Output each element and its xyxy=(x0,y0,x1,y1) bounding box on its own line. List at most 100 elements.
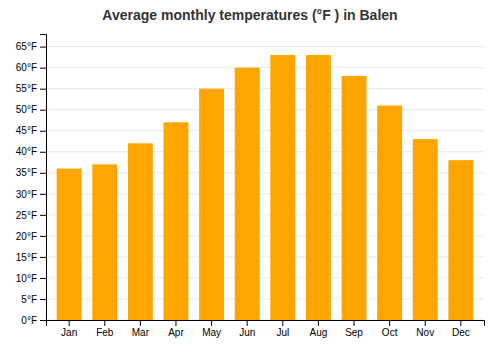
tick-label: Jan xyxy=(61,327,77,338)
tick-mark xyxy=(175,320,176,326)
y-tick: 55°F xyxy=(16,83,46,94)
x-tick: Feb xyxy=(96,320,114,338)
bar xyxy=(270,55,295,320)
x-axis: Jan Feb Mar Apr May Jun Jul Aug Sep Oct Nov Dec xyxy=(47,320,485,338)
grid-line xyxy=(46,67,484,68)
bar xyxy=(448,160,473,320)
tick-label: Oct xyxy=(382,327,398,338)
tick-mark xyxy=(40,152,46,153)
axis-line xyxy=(47,321,485,327)
bars xyxy=(57,55,474,320)
tick-mark xyxy=(40,131,46,132)
x-tick: Jun xyxy=(239,320,255,338)
tick-label: Dec xyxy=(452,327,470,338)
tick-label: 35°F xyxy=(16,167,37,178)
x-tick: Nov xyxy=(416,320,434,338)
tick-mark xyxy=(460,320,461,326)
y-tick: 30°F xyxy=(16,189,46,200)
x-tick: Oct xyxy=(382,320,398,338)
tick-label: 10°F xyxy=(16,273,37,284)
tick-label: Sep xyxy=(345,327,363,338)
x-tick: Jul xyxy=(276,320,289,338)
grid-line xyxy=(46,46,484,47)
y-tick: 50°F xyxy=(16,104,46,115)
y-tick: 0°F xyxy=(21,315,46,326)
tick-mark xyxy=(40,110,46,111)
y-axis: 0°F 5°F 10°F 15°F 20°F 25°F 30°F 35°F 40°F 45°F 50… xyxy=(16,35,47,326)
tick-label: 55°F xyxy=(16,83,37,94)
y-tick: 10°F xyxy=(16,273,46,284)
tick-label: 25°F xyxy=(16,210,37,221)
x-tick: Dec xyxy=(452,320,470,338)
tick-mark xyxy=(425,320,426,326)
tick-mark xyxy=(40,320,46,321)
tick-mark xyxy=(140,320,141,326)
bar xyxy=(164,122,189,320)
title: Average monthly temperatures (°F ) in Ba… xyxy=(102,7,397,23)
tick-label: Jul xyxy=(276,327,289,338)
tick-mark xyxy=(104,320,105,326)
bar xyxy=(57,169,82,320)
y-tick: 45°F xyxy=(16,125,46,136)
tick-mark xyxy=(40,194,46,195)
bar xyxy=(128,143,153,320)
tick-label: 15°F xyxy=(16,252,37,263)
tick-mark xyxy=(40,68,46,69)
y-tick: 65°F xyxy=(16,41,46,52)
grid-line xyxy=(46,109,484,110)
y-tick: 40°F xyxy=(16,146,46,157)
tick-mark xyxy=(69,320,70,326)
tick-label: Mar xyxy=(132,327,150,338)
tick-label: 45°F xyxy=(16,125,37,136)
tick-mark xyxy=(318,320,319,326)
tick-mark xyxy=(40,299,46,300)
axis-line xyxy=(40,35,47,321)
tick-label: 20°F xyxy=(16,231,37,242)
tick-mark xyxy=(40,257,46,258)
grid-line xyxy=(46,130,484,131)
y-tick: 35°F xyxy=(16,167,46,178)
tick-label: Nov xyxy=(416,327,434,338)
tick-mark xyxy=(40,215,46,216)
bar xyxy=(413,139,438,320)
tick-label: Jun xyxy=(239,327,255,338)
chart: Average monthly temperatures (°F ) in Ba… xyxy=(0,0,500,350)
tick-mark xyxy=(40,47,46,48)
tick-label: May xyxy=(202,327,221,338)
tick-mark xyxy=(354,320,355,326)
x-tick: Jan xyxy=(61,320,77,338)
tick-label: 40°F xyxy=(16,146,37,157)
tick-label: Apr xyxy=(168,327,184,338)
tick-label: 0°F xyxy=(21,315,37,326)
tick-mark xyxy=(247,320,248,326)
y-tick: 5°F xyxy=(21,294,46,305)
tick-mark xyxy=(40,278,46,279)
x-tick: Aug xyxy=(310,320,328,338)
tick-mark xyxy=(40,173,46,174)
grid xyxy=(46,47,484,320)
tick-label: 65°F xyxy=(16,41,37,52)
y-tick: 25°F xyxy=(16,210,46,221)
x-tick: Apr xyxy=(168,320,184,338)
tick-mark xyxy=(40,89,46,90)
tick-mark xyxy=(282,320,283,326)
bar xyxy=(377,106,402,321)
tick-mark xyxy=(211,320,212,326)
y-tick: 15°F xyxy=(16,252,46,263)
grid-line xyxy=(46,88,484,89)
bar xyxy=(306,55,331,320)
tick-label: 5°F xyxy=(21,294,37,305)
tick-label: Feb xyxy=(96,327,114,338)
tick-mark xyxy=(389,320,390,326)
bar xyxy=(92,164,117,320)
tick-label: 30°F xyxy=(16,189,37,200)
plot: 0°F 5°F 10°F 15°F 20°F 25°F 30°F 35°F 40°F 45°F 50… xyxy=(16,35,485,339)
tick-label: 60°F xyxy=(16,62,37,73)
tick-mark xyxy=(40,236,46,237)
x-tick: Mar xyxy=(132,320,150,338)
x-tick: May xyxy=(202,320,221,338)
bar xyxy=(342,76,367,320)
bar xyxy=(199,89,224,320)
y-tick: 20°F xyxy=(16,231,46,242)
x-tick: Sep xyxy=(345,320,363,338)
